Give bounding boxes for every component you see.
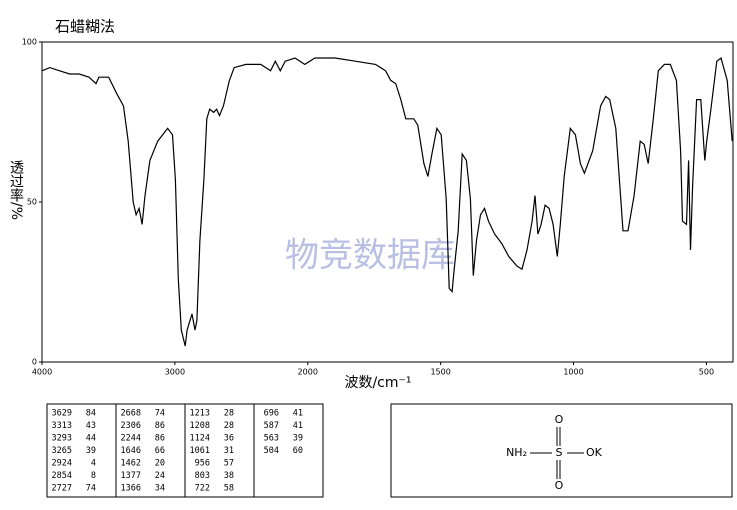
peak-transmittance: 20 xyxy=(155,459,165,469)
atom: O xyxy=(555,479,564,492)
peak-wavenumber: 504 xyxy=(264,446,279,456)
x-tick-label: 2000 xyxy=(298,368,318,377)
peak-transmittance: 38 xyxy=(224,471,234,481)
peak-wavenumber: 1646 xyxy=(121,446,141,456)
atom: O xyxy=(555,413,564,426)
peak-wavenumber: 1124 xyxy=(190,434,210,444)
x-tick-label: 500 xyxy=(699,368,714,377)
peak-wavenumber: 956 xyxy=(195,459,210,469)
x-tick-label: 3000 xyxy=(165,368,185,377)
structure-frame xyxy=(390,403,733,498)
plot-frame xyxy=(41,41,734,363)
x-tick-label: 4000 xyxy=(32,368,52,377)
peak-wavenumber: 2668 xyxy=(121,409,141,419)
peak-wavenumber: 3293 xyxy=(52,434,72,444)
y-tick-label: 100 xyxy=(22,38,37,47)
peak-wavenumber: 1462 xyxy=(121,459,141,469)
peak-wavenumber: 2306 xyxy=(121,421,141,431)
peak-wavenumber: 1377 xyxy=(121,471,141,481)
peak-wavenumber: 1213 xyxy=(190,409,210,419)
y-tick-label: 0 xyxy=(32,358,37,367)
y-tick-label: 50 xyxy=(27,198,37,207)
peak-transmittance: 66 xyxy=(155,446,165,456)
y-axis-label: 透过率/% xyxy=(8,160,24,220)
peak-transmittance: 39 xyxy=(86,446,96,456)
watermark: 物竞数据库 xyxy=(285,236,455,276)
atom: NH₂ xyxy=(506,446,527,459)
x-tick-label: 1500 xyxy=(430,368,450,377)
peak-wavenumber: 3265 xyxy=(52,446,72,456)
peak-wavenumber: 1366 xyxy=(121,484,141,494)
peak-transmittance: 41 xyxy=(293,409,303,419)
peak-wavenumber: 2924 xyxy=(52,459,72,469)
peak-transmittance: 34 xyxy=(155,484,165,494)
peak-transmittance: 28 xyxy=(224,421,234,431)
peak-wavenumber: 563 xyxy=(264,434,279,444)
spectrum-line xyxy=(41,56,733,347)
peak-transmittance: 57 xyxy=(224,459,234,469)
peak-transmittance: 84 xyxy=(86,409,96,419)
peak-wavenumber: 1061 xyxy=(190,446,210,456)
peak-transmittance: 86 xyxy=(155,421,165,431)
peak-transmittance: 36 xyxy=(224,434,234,444)
atom: OK xyxy=(586,446,603,459)
peak-wavenumber: 1208 xyxy=(190,421,210,431)
peak-wavenumber: 3313 xyxy=(52,421,72,431)
peak-transmittance: 74 xyxy=(155,409,165,419)
peak-transmittance: 86 xyxy=(155,434,165,444)
peak-wavenumber: 3629 xyxy=(52,409,72,419)
peak-transmittance: 60 xyxy=(293,446,303,456)
peak-transmittance: 28 xyxy=(224,409,234,419)
peak-wavenumber: 2244 xyxy=(121,434,141,444)
peak-transmittance: 41 xyxy=(293,421,303,431)
peak-transmittance: 8 xyxy=(91,471,96,481)
peak-wavenumber: 2727 xyxy=(52,484,72,494)
peak-wavenumber: 722 xyxy=(195,484,210,494)
peak-transmittance: 44 xyxy=(86,434,96,444)
peak-transmittance: 74 xyxy=(86,484,96,494)
peak-wavenumber: 587 xyxy=(264,421,279,431)
x-axis-label: 波数/cm⁻¹ xyxy=(344,375,411,391)
peak-transmittance: 58 xyxy=(224,484,234,494)
peak-transmittance: 24 xyxy=(155,471,165,481)
x-tick-label: 1000 xyxy=(563,368,583,377)
peak-transmittance: 43 xyxy=(86,421,96,431)
peak-transmittance: 4 xyxy=(91,459,96,469)
peak-transmittance: 31 xyxy=(224,446,234,456)
peak-wavenumber: 803 xyxy=(195,471,210,481)
peak-wavenumber: 696 xyxy=(264,409,279,419)
peak-wavenumber: 2854 xyxy=(52,471,72,481)
peak-transmittance: 39 xyxy=(293,434,303,444)
chart-title: 石蜡糊法 xyxy=(55,18,115,36)
atom: S xyxy=(556,446,563,459)
